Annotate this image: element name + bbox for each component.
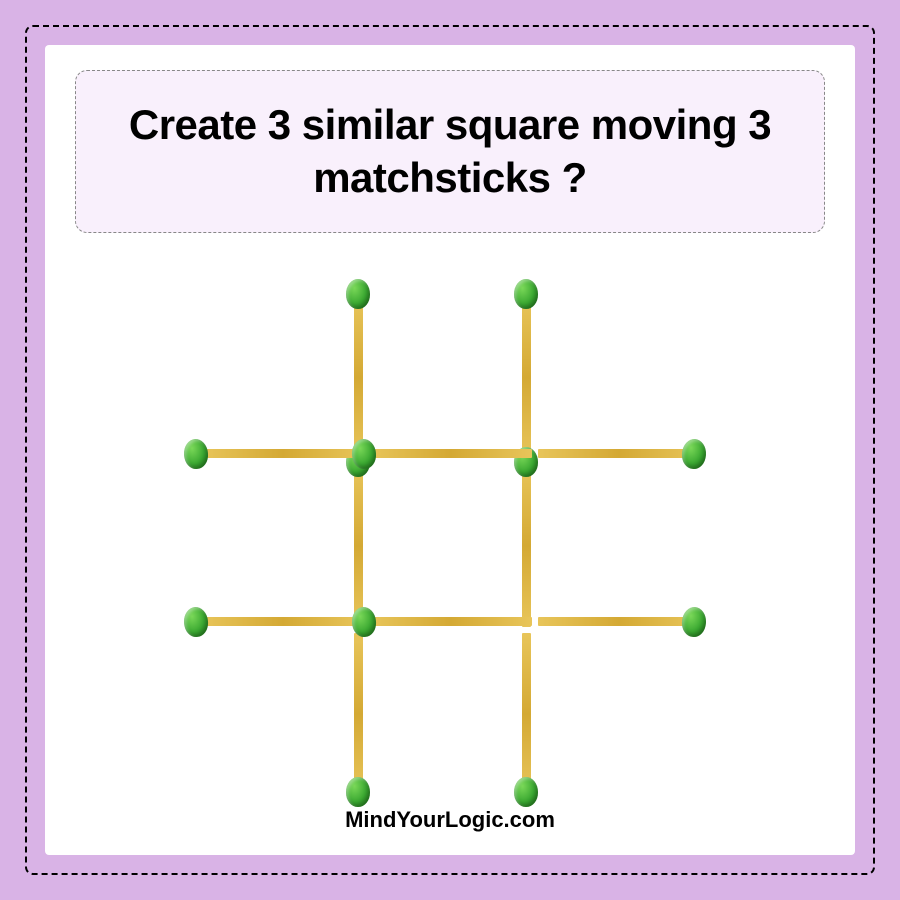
title-box: Create 3 similar square moving 3 matchst… <box>75 70 825 233</box>
puzzle-title: Create 3 similar square moving 3 matchst… <box>106 99 794 204</box>
dashed-frame: Create 3 similar square moving 3 matchst… <box>25 25 875 875</box>
match-head-icon <box>351 606 377 638</box>
card: Create 3 similar square moving 3 matchst… <box>45 45 855 855</box>
match-head-icon <box>346 279 370 309</box>
stick <box>354 465 363 627</box>
stick <box>354 297 363 459</box>
stick <box>202 617 364 626</box>
match-head-icon <box>514 777 538 807</box>
match-head-icon <box>183 438 209 470</box>
stick <box>202 449 364 458</box>
stick <box>522 465 531 627</box>
stick <box>538 617 700 626</box>
match-head-icon <box>183 606 209 638</box>
match-head-icon <box>346 777 370 807</box>
footer-credit: MindYourLogic.com <box>45 807 855 833</box>
match-head-icon <box>514 279 538 309</box>
puzzle-area <box>190 285 710 805</box>
match-head-icon <box>681 438 707 470</box>
stick <box>538 449 700 458</box>
stick <box>354 633 363 795</box>
match-head-icon <box>351 438 377 470</box>
stick <box>370 449 532 458</box>
stick <box>522 633 531 795</box>
match-head-icon <box>681 606 707 638</box>
stick <box>522 297 531 459</box>
stick <box>370 617 532 626</box>
